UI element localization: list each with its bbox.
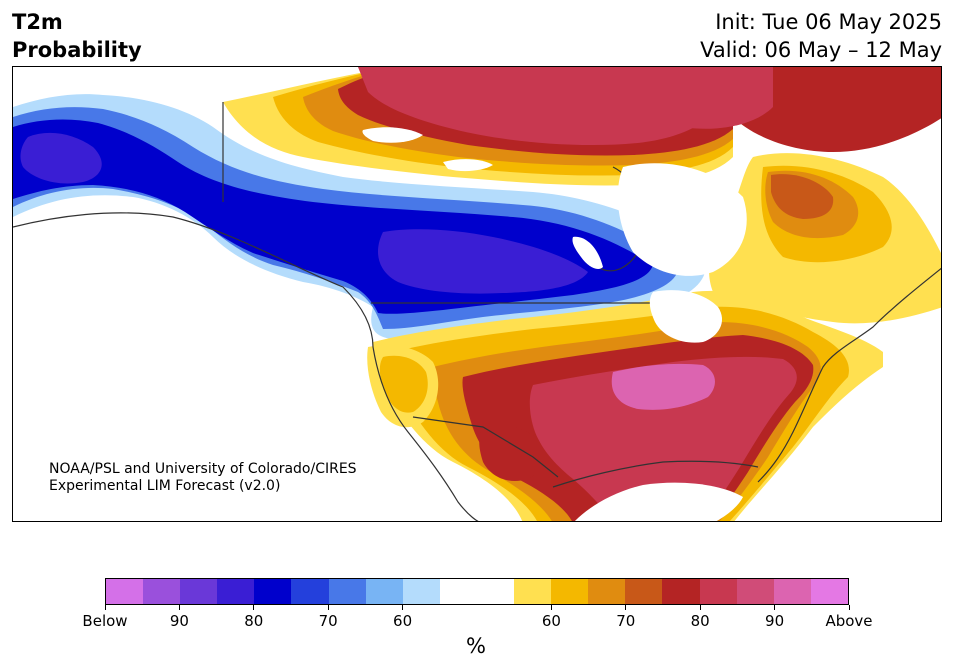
colorbar-tick-mark [550, 605, 552, 610]
colorbar-cell [291, 579, 329, 604]
colorbar-cell [143, 579, 181, 604]
colorbar-tick-mark [774, 605, 776, 610]
colorbar-tick-label: Above [825, 612, 873, 630]
above-normal-east-canada [709, 153, 941, 324]
colorbar-tick-label: 80 [690, 612, 710, 630]
colorbar-tick-mark [178, 605, 180, 610]
colorbar-tick-label: Below [82, 612, 128, 630]
atlantic-ocean [774, 328, 941, 521]
colorbar-cell [699, 579, 737, 604]
hudson-bay-mask [617, 163, 747, 276]
colorbar-tick-mark [699, 605, 701, 610]
colorbar-cell [810, 579, 848, 604]
mexico-red [479, 425, 544, 482]
colorbar-cell [476, 579, 515, 604]
above-normal-us [372, 290, 883, 521]
colorbar-cell [773, 579, 811, 604]
colorbar-cell [402, 579, 440, 604]
colorbar-tick-label: 80 [244, 612, 264, 630]
great-lakes-mask [649, 290, 723, 343]
west-gold [379, 355, 428, 413]
title-type: Probability [12, 38, 142, 62]
map-frame [12, 66, 942, 522]
colorbar-tick-label: 90 [169, 612, 189, 630]
init-date: Init: Tue 06 May 2025 [715, 10, 942, 34]
north-core-band [358, 67, 715, 145]
mexico-border [412, 416, 559, 478]
credit-line-1: NOAA/PSL and University of Colorado/CIRE… [49, 461, 357, 477]
colorbar-tick-mark [402, 605, 404, 610]
chart-title: T2m Probability [12, 8, 142, 64]
colorbar-cell [180, 579, 218, 604]
below-normal-region [13, 94, 706, 340]
colorbar-cell [439, 579, 477, 604]
colorbar-tick-label: 70 [318, 612, 338, 630]
above-normal-west [367, 345, 439, 428]
title-variable: T2m [12, 10, 63, 34]
colorbar-cell [662, 579, 700, 604]
colorbar-cell [736, 579, 774, 604]
colorbar-tick-label: 70 [616, 612, 636, 630]
colorbar-cell [328, 579, 366, 604]
gulf-of-mexico [575, 482, 743, 521]
colorbar-tick-label: 60 [393, 612, 413, 630]
colorbar-tick-label: 60 [541, 612, 561, 630]
great-bear-lake [443, 159, 493, 172]
colorbar-tick-mark [104, 605, 106, 610]
credit-text: NOAA/PSL and University of Colorado/CIRE… [49, 461, 357, 495]
colorbar-cell [588, 579, 626, 604]
above-normal-north [223, 67, 941, 186]
below-core-1 [378, 229, 588, 294]
below-core-2 [20, 132, 102, 184]
atlantic-coast [757, 267, 941, 483]
us-peak [611, 363, 715, 410]
colorbar-tick-mark [625, 605, 627, 610]
valid-range: Valid: 06 May – 12 May [700, 38, 942, 62]
colorbar-tick-mark [848, 605, 850, 610]
colorbar-tick-mark [327, 605, 329, 610]
colorbar [105, 578, 849, 605]
gulf-coast [552, 460, 759, 488]
colorbar-cell [106, 579, 144, 604]
colorbar-tick-label: 90 [765, 612, 785, 630]
colorbar-cell [217, 579, 255, 604]
north-east-core [673, 67, 773, 129]
colorbar-cell [365, 579, 403, 604]
forecast-dates: Init: Tue 06 May 2025 Valid: 06 May – 12… [700, 8, 942, 64]
colorbar-cell [514, 579, 552, 604]
probability-map [13, 67, 941, 521]
colorbar-cell [254, 579, 292, 604]
great-slave-lake [362, 127, 423, 143]
colorbar-unit: % [466, 634, 486, 658]
lake-winnipeg [572, 236, 603, 269]
colorbar-tick-mark [253, 605, 255, 610]
colorbar-cell [551, 579, 589, 604]
masked-areas [362, 127, 941, 521]
credit-line-2: Experimental LIM Forecast (v2.0) [49, 478, 281, 494]
us-core [529, 356, 797, 521]
colorbar-cell [625, 579, 663, 604]
pacific-coast [13, 212, 479, 521]
east-red [771, 174, 834, 219]
